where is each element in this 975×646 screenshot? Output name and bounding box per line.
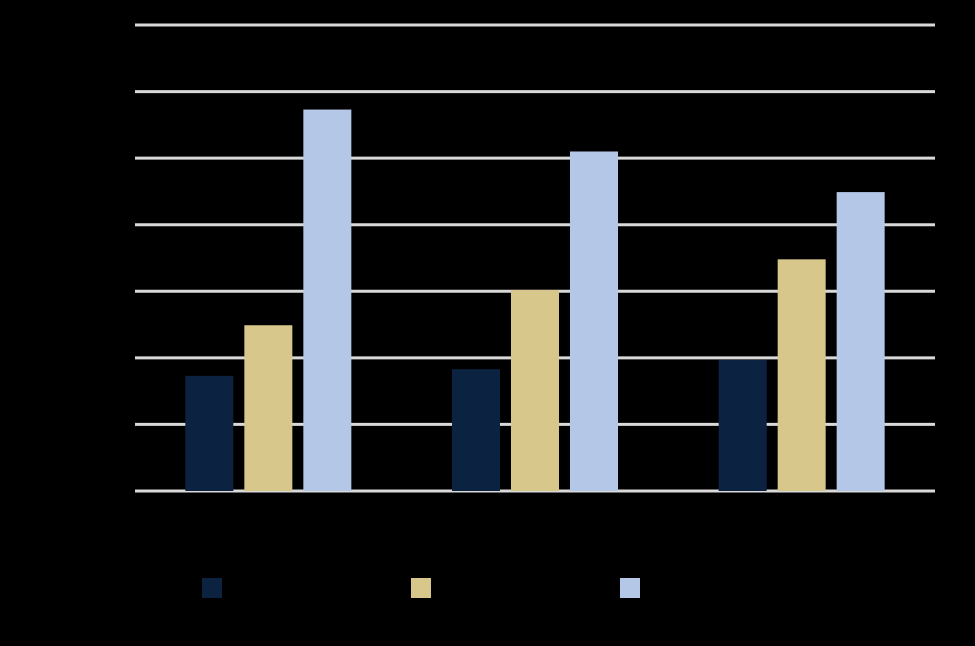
bar	[185, 375, 234, 491]
bar	[718, 359, 767, 491]
y-tick-label: 1	[117, 415, 125, 431]
y-tick-label: 7	[117, 16, 125, 32]
y-tick-label: 6	[117, 82, 125, 98]
bar	[511, 289, 559, 491]
bar	[777, 259, 826, 491]
y-tick-label: 3	[117, 282, 125, 298]
legend-swatch	[411, 578, 431, 598]
y-tick-label: 0	[117, 482, 125, 498]
legend-swatch	[202, 578, 222, 598]
bar	[452, 369, 500, 491]
bar	[836, 192, 885, 491]
legend-swatch	[620, 578, 640, 598]
bar	[570, 151, 618, 491]
y-tick-label: 5	[117, 149, 125, 165]
bar	[244, 325, 293, 491]
bar	[303, 109, 352, 491]
y-tick-label: 4	[117, 215, 125, 231]
y-tick-label: 2	[117, 349, 125, 365]
